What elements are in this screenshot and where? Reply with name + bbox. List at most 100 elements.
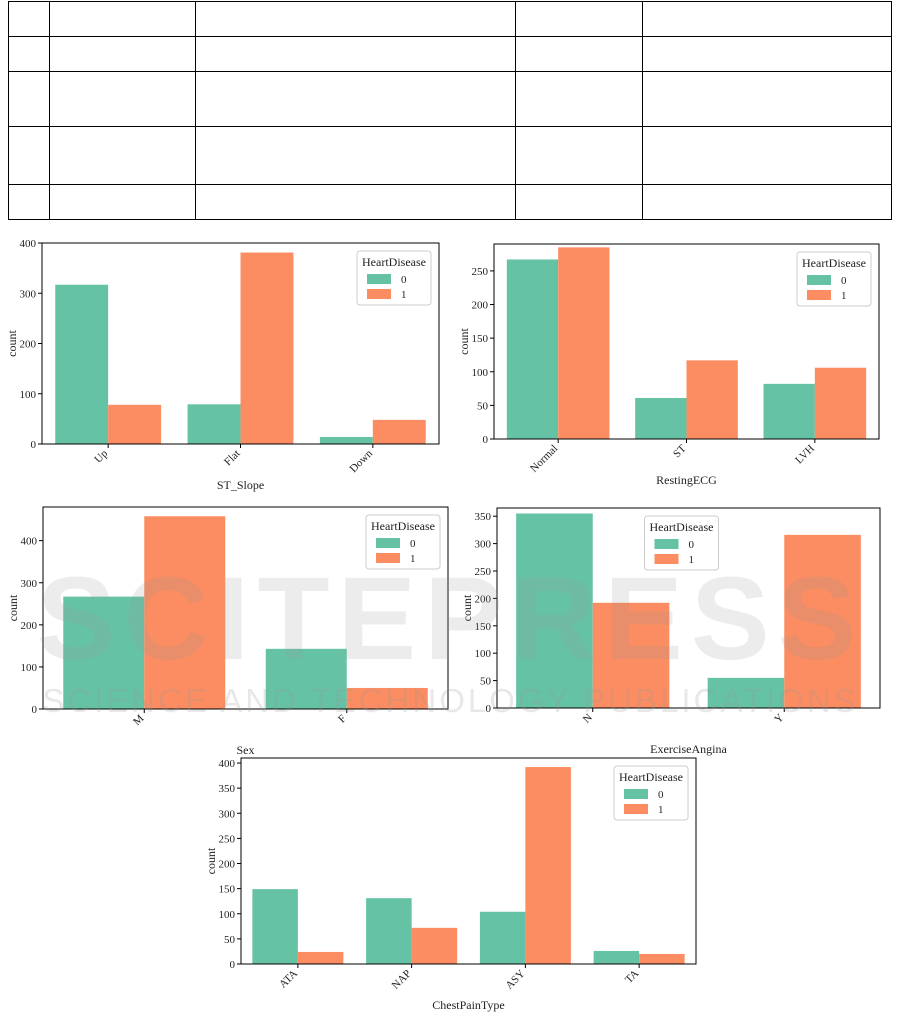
bar-1-ATA (297, 951, 344, 964)
bar-1-NAP (411, 927, 458, 964)
x-tick-label: LVH (793, 443, 817, 467)
x-tick-label: M (131, 712, 147, 728)
bar-0-NAP (366, 898, 412, 964)
exercise-angina-chart: 0 50 100 150 200 250 300 350 N Y ExerciseAngina cou… (460, 506, 884, 756)
bar-0-Up (55, 284, 109, 444)
x-tick-label: Up (92, 447, 110, 465)
bar-0-ST (635, 397, 687, 439)
bar-1-ASY (525, 767, 571, 964)
x-axis-label: ChestPainType (432, 998, 505, 1012)
chart-svg: 0 100 200 300 400 M F Sex count HeartDisease 0 1 (6, 506, 449, 757)
legend-label-0: 0 (689, 539, 695, 551)
y-tick-label: 400 (21, 536, 38, 548)
x-tick-label: Normal (528, 443, 560, 475)
y-tick-label: 300 (20, 288, 37, 300)
bar-1-Up (108, 404, 162, 444)
y-tick-label: 0 (486, 703, 492, 715)
y-tick-label: 300 (219, 808, 236, 820)
table-row (8, 71, 892, 127)
y-tick-label: 0 (230, 959, 236, 971)
y-tick-label: 250 (219, 833, 236, 845)
y-axis-label: count (5, 330, 19, 357)
y-tick-label: 100 (20, 389, 37, 401)
legend-swatch-1 (624, 804, 648, 814)
plot-frame (496, 507, 881, 709)
legend-title: HeartDisease (619, 770, 683, 784)
y-tick-label: 200 (20, 339, 37, 351)
bar-1-Down (372, 419, 426, 444)
legend-label-1: 1 (658, 804, 664, 816)
sex-chart: 0 100 200 300 400 M F Sex count HeartDisease 0 1 (6, 505, 452, 757)
y-axis-label: count (457, 328, 471, 355)
table-row (8, 1, 892, 37)
x-tick-label: NAP (390, 968, 414, 992)
bar-1-Y (784, 534, 861, 708)
y-tick-label: 150 (219, 884, 236, 896)
x-tick-label: F (336, 713, 349, 726)
y-tick-label: 200 (21, 620, 38, 632)
plot-frame (42, 506, 449, 710)
legend-swatch-1 (376, 553, 400, 563)
x-tick-label: Flat (222, 448, 243, 469)
y-tick-label: 350 (475, 511, 492, 523)
legend-swatch-0 (624, 789, 648, 799)
y-tick-label: 250 (475, 566, 492, 578)
bar-0-LVH (763, 383, 815, 439)
table-row (8, 126, 892, 185)
x-tick-label: N (581, 712, 595, 726)
legend-label-0: 0 (658, 789, 664, 801)
x-tick-label: ATA (277, 968, 300, 991)
y-axis-label: count (204, 847, 218, 874)
bar-1-ST (686, 360, 738, 439)
bar-0-Flat (187, 404, 241, 444)
x-axis-label: ST_Slope (217, 478, 264, 492)
legend-title: HeartDisease (371, 519, 435, 533)
legend-label-0: 0 (410, 538, 416, 550)
legend-title: HeartDisease (802, 256, 866, 270)
st-slope-chart: 0 100 200 300 400 Up Flat Down ST_Slope count Hear… (5, 238, 443, 492)
x-axis-label: Sex (237, 743, 255, 757)
bar-0-Normal (506, 259, 559, 439)
table-row (8, 36, 892, 72)
y-tick-label: 50 (224, 934, 236, 946)
y-axis-label: count (6, 594, 20, 621)
x-tick-label: TA (623, 968, 641, 986)
bar-0-F (265, 648, 347, 709)
legend-label-0: 0 (841, 275, 847, 287)
y-tick-label: 150 (472, 333, 489, 345)
y-tick-label: 0 (32, 704, 38, 716)
legend-swatch-0 (367, 274, 391, 284)
chart-svg: 0 50 100 150 200 250 300 350 400 ATA NAP ASY TA Chest… (204, 757, 697, 1012)
bar-1-Normal (558, 247, 610, 439)
bar-0-N (516, 513, 593, 708)
bar-0-ATA (252, 889, 298, 964)
chart-svg: 0 50 100 150 200 250 300 350 N Y ExerciseAngina cou… (460, 507, 881, 756)
bar-1-F (346, 687, 428, 709)
y-tick-label: 100 (219, 909, 236, 921)
x-axis-label: RestingECG (656, 473, 717, 487)
y-tick-label: 0 (31, 439, 37, 451)
legend-swatch-0 (807, 275, 831, 285)
chart-svg: 0 100 200 300 400 Up Flat Down ST_Slope count Hear… (5, 238, 440, 492)
y-tick-label: 100 (475, 648, 492, 660)
legend-label-1: 1 (410, 553, 416, 565)
x-tick-label: ST (671, 442, 689, 460)
y-tick-label: 250 (472, 266, 489, 278)
y-tick-label: 400 (20, 238, 37, 250)
y-axis-label: count (460, 594, 474, 621)
y-tick-label: 300 (21, 578, 38, 590)
bar-0-TA (593, 950, 640, 964)
chest-pain-type-chart: 0 50 100 150 200 250 300 350 400 ATA NAP ASY TA Chest… (204, 756, 700, 1012)
bar-0-Down (319, 436, 373, 444)
y-tick-label: 350 (219, 783, 236, 795)
bar-1-N (592, 602, 670, 708)
y-tick-label: 50 (477, 400, 489, 412)
legend-swatch-1 (807, 290, 831, 300)
legend-title: HeartDisease (362, 255, 426, 269)
empty-table (8, 1, 892, 220)
y-tick-label: 200 (472, 300, 489, 312)
plot-frame (240, 757, 697, 965)
legend-swatch-1 (367, 289, 391, 299)
y-tick-label: 150 (475, 621, 492, 633)
bar-0-M (63, 596, 145, 709)
